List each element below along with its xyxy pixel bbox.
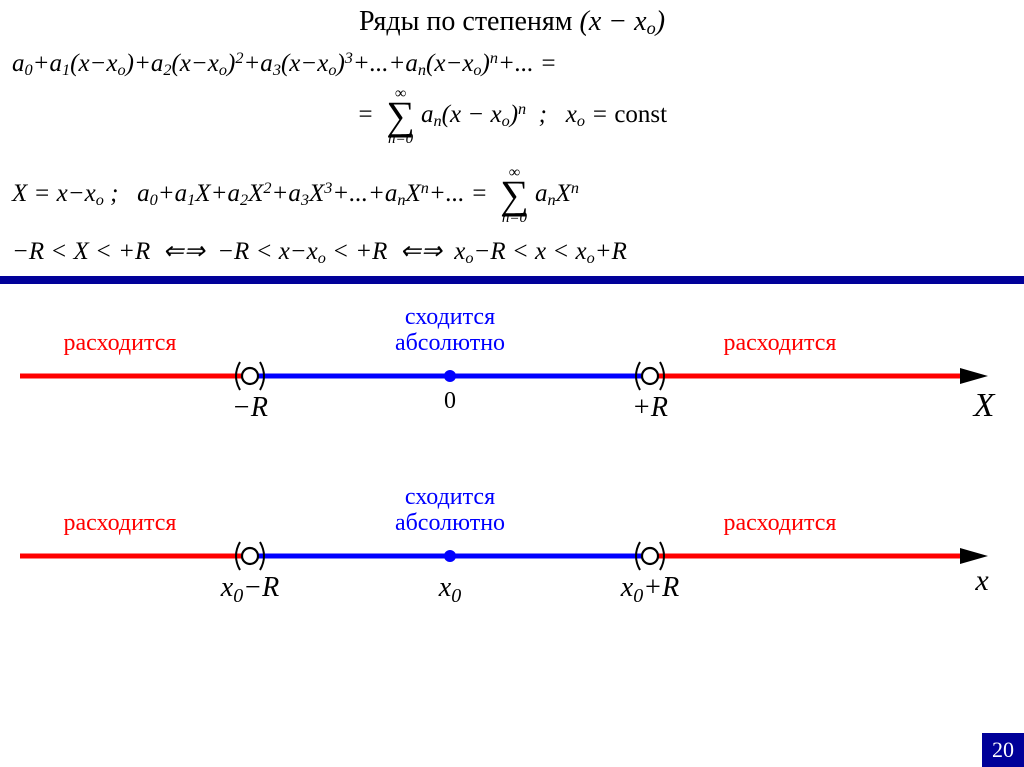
open-circle-minusR [242,368,258,384]
page-number: 20 [982,733,1024,767]
lbl-zero: 0 [444,388,456,414]
div-right-1: расходится [724,330,837,356]
lbl-x0: x0 [438,572,461,607]
conv-top-2: сходится [405,484,495,510]
conv-bot-1: абсолютно [395,330,505,356]
number-line-X: сходится абсолютно расходится расходится… [20,298,1004,448]
equation-3: X = x−xo ; a0+a1X+a2X2+a3X3+...+anXn+...… [12,165,1012,226]
arrowhead-1 [960,368,988,384]
lbl-x-axis: x [974,564,989,597]
equation-1: a0+a1(x−xo)+a2(x−xo)2+a3(x−xo)3+...+an(x… [12,49,1012,80]
lbl-minusR: −R [232,392,268,423]
lbl-x0pR: x0+R [620,572,679,607]
number-line-x: сходится абсолютно расходится расходится… [20,478,1004,643]
lbl-plusR: +R [632,392,668,423]
open-circle-plusR [642,368,658,384]
div-right-2: расходится [724,510,837,536]
title-text: Ряды по степеням [359,6,580,37]
lbl-X-axis: X [972,387,996,424]
open-circle-x0pR [642,548,658,564]
lbl-x0mR: x0−R [220,572,279,607]
equation-4: −R < X < +R ⇐⇒ −R < x−xo < +R ⇐⇒ xo−R < … [12,236,1012,268]
arrowhead-2 [960,548,988,564]
conv-top-1: сходится [405,304,495,330]
center-dot-1 [444,370,456,382]
div-left-1: расходится [64,330,177,356]
separator-bar [0,276,1024,284]
div-left-2: расходится [64,510,177,536]
const-label: const [614,101,667,128]
page-title: Ряды по степеням (x − xo) [12,6,1012,39]
conv-bot-2: абсолютно [395,510,505,536]
equation-2: = ∞∑n=0 an(x − xo)n ; xo = const [12,86,1012,147]
center-dot-2 [444,550,456,562]
open-circle-x0mR [242,548,258,564]
